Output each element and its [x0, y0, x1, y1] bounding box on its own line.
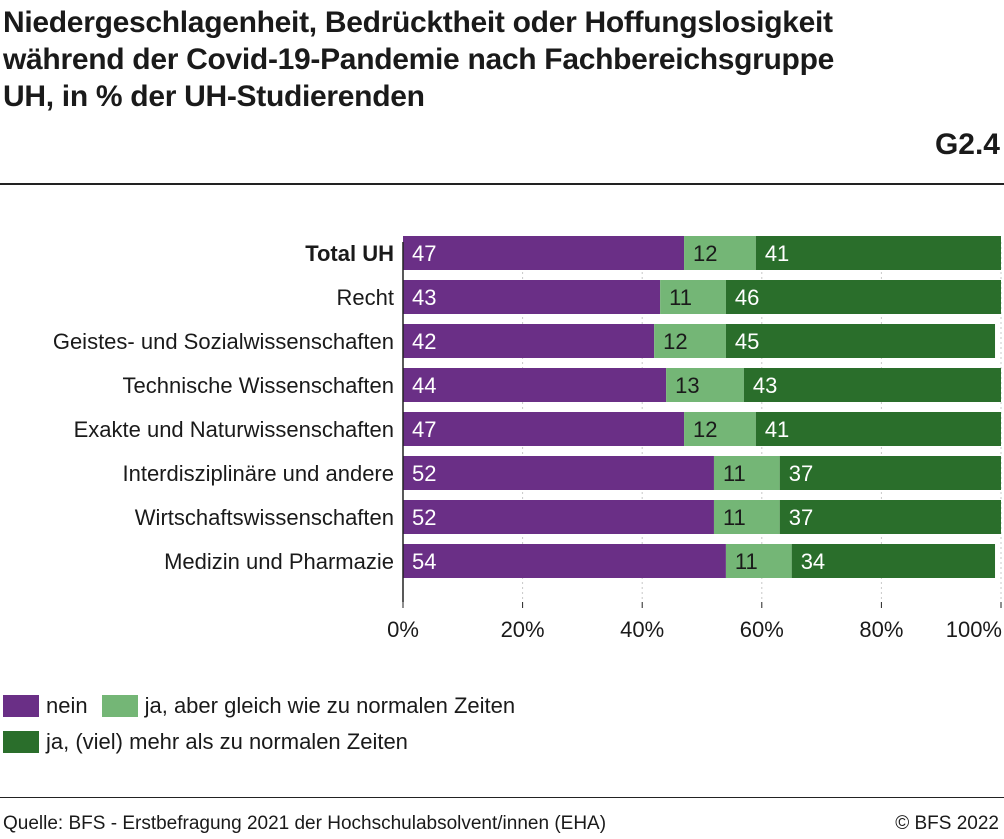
- bar-segment: [713, 500, 780, 534]
- data-label: 43: [412, 285, 436, 310]
- legend: nein ja, aber gleich wie zu normalen Zeit…: [3, 688, 529, 760]
- data-label: 54: [412, 549, 436, 574]
- legend-label: ja, aber gleich wie zu normalen Zeiten: [144, 693, 516, 718]
- data-label: 41: [765, 417, 789, 442]
- category-label: Medizin und Pharmazie: [164, 549, 394, 574]
- data-label: 37: [789, 461, 813, 486]
- stacked-bar-chart: 47 12 41 Total UH 43 11 46 Recht 42 12 45 Geistes- …: [53, 236, 1002, 642]
- legend-row: ja, (viel) mehr als zu normalen Zeiten: [3, 724, 529, 760]
- category-label: Total UH: [305, 241, 394, 266]
- legend-swatch: [101, 695, 138, 717]
- legend-row: nein ja, aber gleich wie zu normalen Zeit…: [3, 688, 529, 724]
- bar-segment: [403, 456, 714, 490]
- bar-segment: [403, 544, 726, 578]
- data-label: 11: [723, 461, 746, 486]
- data-label: 34: [801, 549, 825, 574]
- bar-segment: [403, 236, 685, 270]
- data-label: 12: [693, 241, 717, 266]
- data-label: 41: [765, 241, 789, 266]
- bar-segment: [403, 368, 667, 402]
- bar-segment: [791, 544, 996, 578]
- bar-segment: [725, 544, 792, 578]
- data-label: 37: [789, 505, 813, 530]
- data-label: 52: [412, 505, 436, 530]
- bar-segment: [713, 456, 780, 490]
- data-label: 11: [735, 549, 758, 574]
- bar-segment: [725, 324, 996, 358]
- source-note: Quelle: BFS - Erstbefragung 2021 der Hoc…: [3, 813, 607, 834]
- legend-item: ja, aber gleich wie zu normalen Zeiten: [101, 693, 516, 719]
- category-label: Interdisziplinäre und andere: [122, 461, 394, 486]
- data-label: 12: [663, 329, 687, 354]
- data-label: 52: [412, 461, 436, 486]
- bar-segment: [684, 412, 756, 446]
- data-label: 11: [723, 505, 746, 530]
- bar-segment: [666, 368, 744, 402]
- x-tick-label: 20%: [501, 617, 545, 642]
- legend-label: nein: [46, 693, 88, 718]
- bar-segment: [403, 412, 685, 446]
- data-label: 11: [669, 285, 692, 310]
- bar-segment: [660, 280, 726, 314]
- data-label: 46: [735, 285, 759, 310]
- x-tick-label: 80%: [859, 617, 903, 642]
- data-label: 44: [412, 373, 436, 398]
- bar-segment: [755, 412, 1001, 446]
- bar-segment: [403, 280, 661, 314]
- legend-item: ja, (viel) mehr als zu normalen Zeiten: [3, 729, 408, 755]
- footer-rule: [0, 797, 1004, 798]
- x-tick-label: 60%: [740, 617, 784, 642]
- x-tick-label: 40%: [620, 617, 664, 642]
- bar-segment: [755, 236, 1001, 270]
- header-rule: [0, 183, 1004, 185]
- copyright: © BFS 2022: [895, 813, 999, 834]
- data-label: 13: [675, 373, 699, 398]
- data-label: 43: [753, 373, 777, 398]
- bar-segment: [403, 500, 714, 534]
- data-label: 12: [693, 417, 717, 442]
- bar-segment: [779, 500, 1001, 534]
- x-tick-label: 0%: [387, 617, 419, 642]
- legend-swatch: [3, 731, 39, 753]
- legend-label: ja, (viel) mehr als zu normalen Zeiten: [46, 729, 408, 754]
- category-label: Exakte und Naturwissenschaften: [74, 417, 394, 442]
- category-label: Geistes- und Sozialwissenschaften: [53, 329, 394, 354]
- data-label: 47: [412, 241, 436, 266]
- data-label: 45: [735, 329, 759, 354]
- figure-id: G2.4: [934, 128, 1000, 161]
- legend-swatch: [3, 695, 39, 717]
- legend-item: nein: [3, 693, 88, 719]
- data-label: 42: [412, 329, 436, 354]
- category-label: Wirtschaftswissenschaften: [135, 505, 394, 530]
- bar-segment: [779, 456, 1001, 490]
- data-label: 47: [412, 417, 436, 442]
- bar-segment: [654, 324, 726, 358]
- bar-segment: [684, 236, 756, 270]
- x-tick-label: 100%: [946, 617, 1002, 642]
- category-label: Technische Wissenschaften: [123, 373, 394, 398]
- category-label: Recht: [337, 285, 394, 310]
- chart-title: Niedergeschlagenheit, Bedrücktheit oder …: [3, 6, 834, 113]
- bar-segment: [725, 280, 1001, 314]
- bar-segment: [403, 324, 655, 358]
- bar-segment: [743, 368, 1001, 402]
